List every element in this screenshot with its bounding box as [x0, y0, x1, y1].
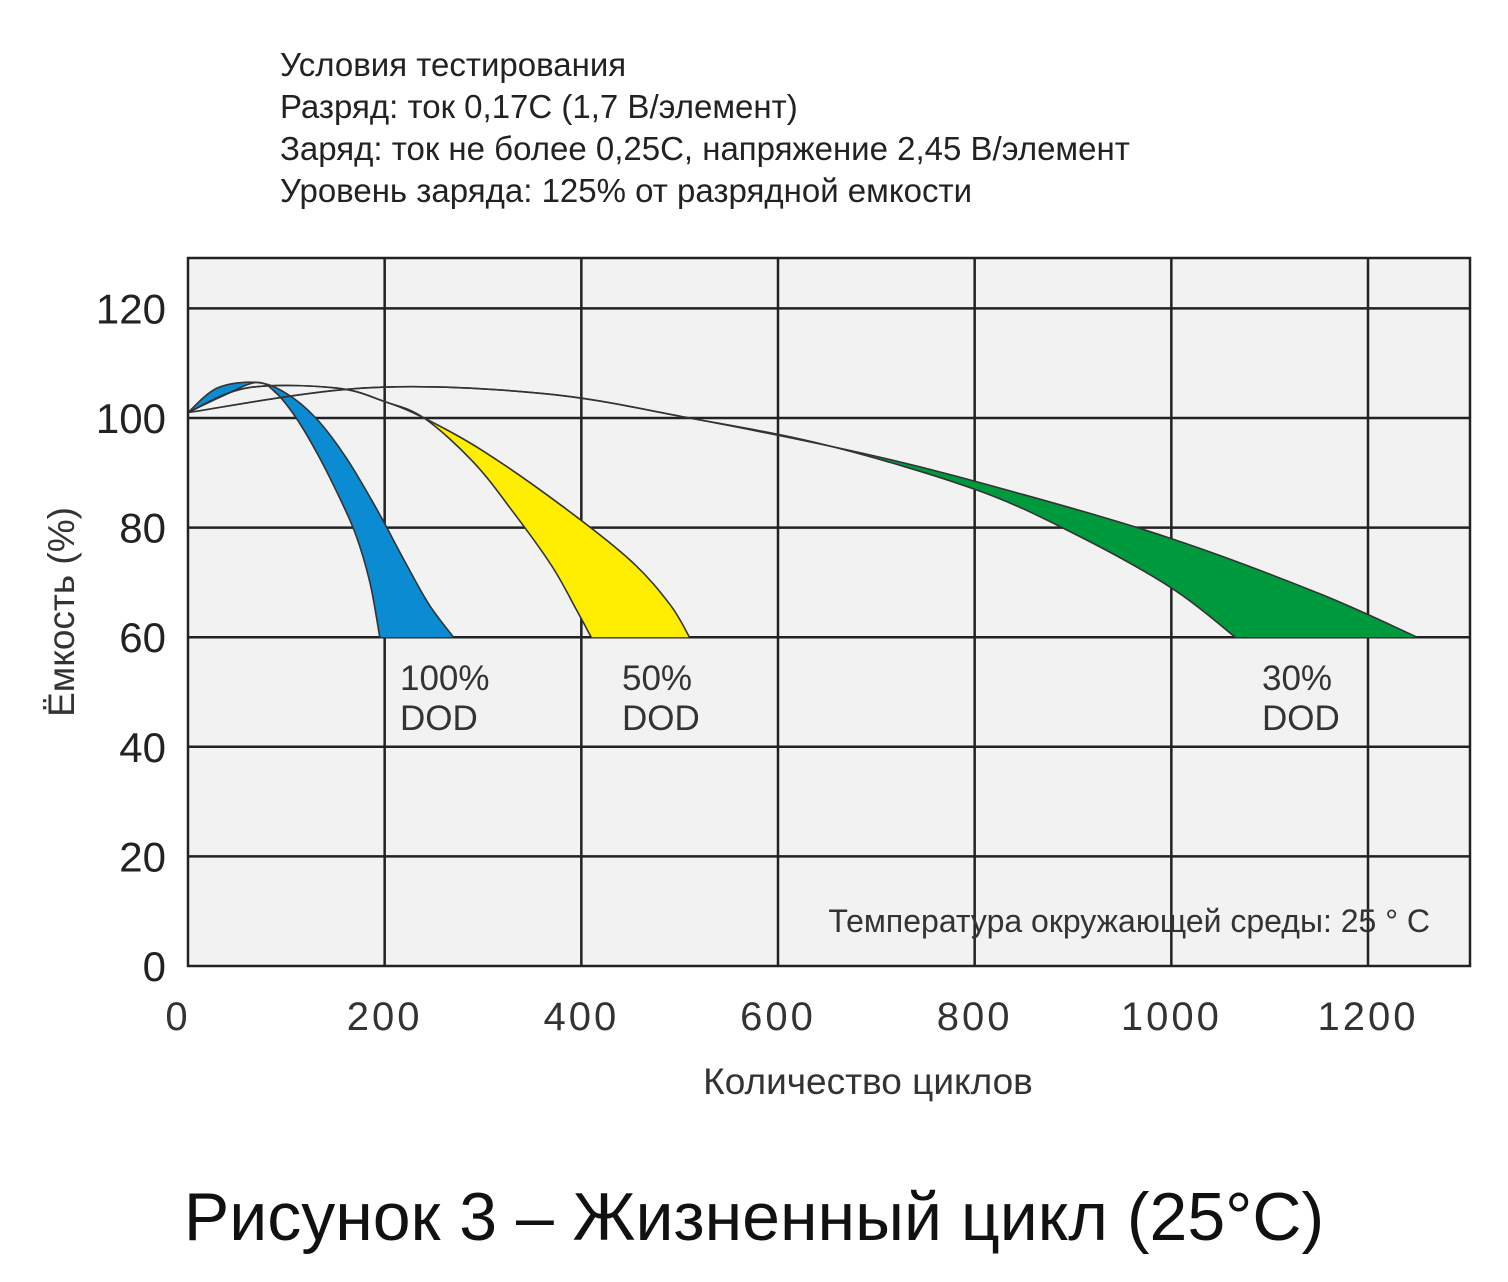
x-tick-label: 1000 — [1121, 995, 1222, 1039]
conditions-discharge: Разряд: ток 0,17С (1,7 В/элемент) — [280, 88, 798, 125]
y-tick-label: 40 — [119, 724, 166, 771]
series-label-1: DOD — [622, 699, 700, 738]
conditions-heading: Условия тестирования — [280, 46, 627, 83]
series-label-1: 50% — [622, 659, 692, 698]
x-tick-labels: 0 200 400 600 800 1000 1200 — [165, 995, 1419, 1039]
x-tick-label: 0 — [165, 995, 190, 1039]
figure-caption: Рисунок 3 – Жизненный цикл (25°С) — [183, 1179, 1325, 1255]
y-tick-label: 20 — [119, 833, 166, 880]
dod-curve-upper-0 — [187, 381, 455, 638]
dod-curve-lower-1 — [187, 384, 592, 638]
y-tick-label: 0 — [143, 943, 166, 990]
x-tick-label: 1200 — [1318, 995, 1419, 1039]
x-axis-label: Количество циклов — [703, 1061, 1033, 1102]
dod-band-2 — [188, 386, 1418, 638]
series-label-2: 30% — [1262, 659, 1332, 698]
dod-band-0 — [188, 382, 454, 638]
series-label-2: DOD — [1262, 699, 1340, 738]
dod-curves — [187, 381, 1418, 638]
series-label-0: 100% — [400, 659, 490, 698]
x-tick-label: 800 — [937, 995, 1013, 1039]
x-tick-label: 200 — [347, 995, 423, 1039]
y-tick-label: 120 — [96, 285, 166, 332]
y-tick-label: 60 — [119, 614, 166, 661]
dod-band-1 — [188, 385, 690, 638]
y-axis-label: Ёмкость (%) — [41, 507, 82, 717]
plot-frame — [186, 256, 1472, 968]
series-label-0: DOD — [400, 699, 478, 738]
conditions-charge-level: Уровень заряда: 125% от разрядной емкост… — [280, 172, 973, 209]
x-tick-label: 600 — [740, 995, 816, 1039]
y-tick-label: 80 — [119, 505, 166, 552]
conditions-charge: Заряд: ток не более 0,25С, напряжение 2,… — [280, 130, 1130, 167]
x-tick-label: 400 — [543, 995, 619, 1039]
dod-bands — [188, 382, 1418, 638]
temperature-annotation: Температура окружающей среды: 25 ° С — [828, 903, 1430, 939]
y-tick-labels: 0 20 40 60 80 100 120 — [96, 285, 166, 990]
test-conditions: Условия тестирования Разряд: ток 0,17С (… — [280, 44, 1130, 212]
dod-curve-lower-0 — [187, 381, 381, 638]
dod-curve-lower-2 — [187, 385, 1236, 638]
y-tick-label: 100 — [96, 395, 166, 442]
